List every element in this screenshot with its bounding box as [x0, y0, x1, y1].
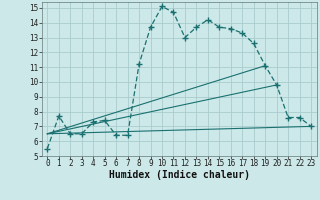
- X-axis label: Humidex (Indice chaleur): Humidex (Indice chaleur): [109, 170, 250, 180]
